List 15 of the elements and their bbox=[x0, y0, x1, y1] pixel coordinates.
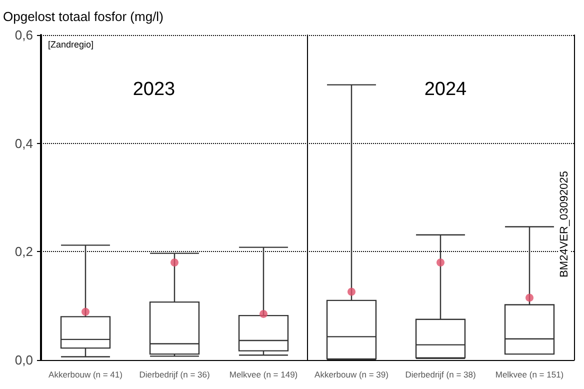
x-tick-label: Akkerbouw (n = 41) bbox=[48, 370, 123, 380]
x-tick-label: Dierbedrijf (n = 36) bbox=[139, 370, 210, 380]
x-tick-label: Dierbedrijf (n = 38) bbox=[405, 370, 476, 380]
x-tick-label: Akkerbouw (n = 39) bbox=[314, 370, 389, 380]
y-tick-label: 0,0 bbox=[14, 352, 33, 368]
y-axis-title: Opgelost totaal fosfor (mg/l) bbox=[3, 9, 164, 24]
text: 2024 bbox=[424, 79, 468, 100]
x-tick-label: Melkvee (n = 149) bbox=[229, 370, 298, 380]
text: 2023 bbox=[132, 79, 176, 100]
y-tick-label: 0,2 bbox=[14, 244, 33, 260]
y-tick-label: 0,6 bbox=[14, 28, 33, 42]
y-tick-label: 0,4 bbox=[14, 136, 33, 151]
annotation: [Zandregio] bbox=[48, 40, 94, 50]
x-tick-label: Melkvee (n = 151) bbox=[495, 370, 564, 380]
annotation: BM24VER_03092025 bbox=[558, 170, 570, 278]
